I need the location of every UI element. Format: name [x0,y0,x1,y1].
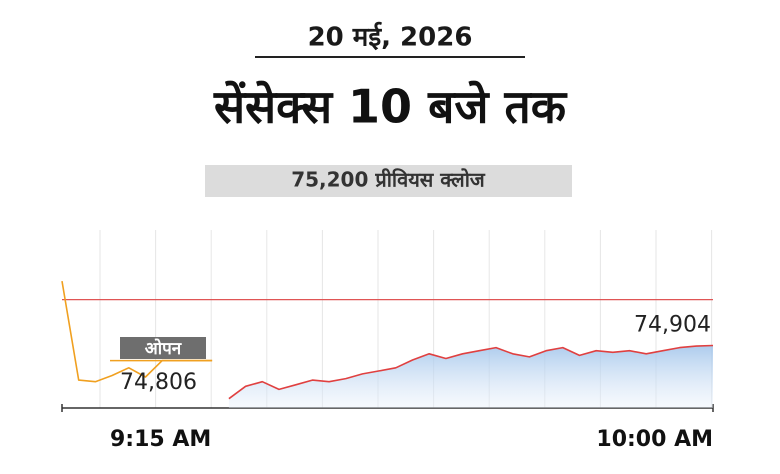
data-label: 74,904 [634,312,711,337]
open-tag: ओपन [145,338,182,359]
x-tick-label: 10:00 AM [596,427,713,452]
chart-title: सेंसेक्स 10 बजे तक [213,80,568,134]
plot-area: 74,904 ओपन 74,806 9:15 AM 10:00 AM [61,230,714,452]
chart-subtitle: 20 मई, 2026 [308,22,473,53]
area [228,345,713,408]
line [228,344,714,400]
reference-label: 75,200 प्रीवियस क्लोज [291,168,486,192]
open-tag-box [120,337,206,359]
x-tick-label: 9:15 AM [110,427,211,452]
open-label: 74,806 [120,370,197,395]
line [61,280,213,383]
reference-label-box [205,165,572,197]
